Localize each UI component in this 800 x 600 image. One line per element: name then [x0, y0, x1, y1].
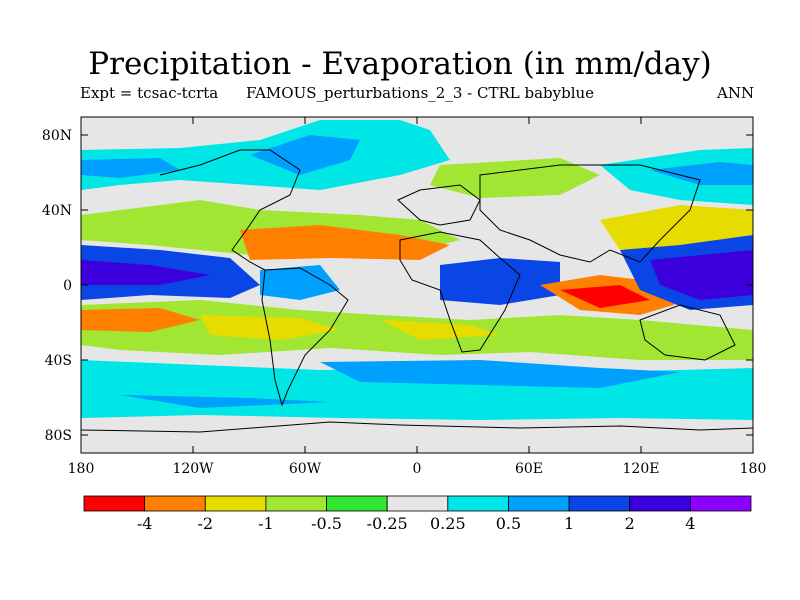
arctic-blue: [250, 135, 360, 175]
antarctica-coast: [81, 421, 753, 433]
lat-label: 40S: [45, 353, 72, 369]
colorbar-swatch: [326, 495, 388, 512]
colorbar-label: 2: [625, 514, 635, 533]
colorbar-swatch: [265, 495, 327, 512]
colorbar-label: 0.25: [430, 514, 466, 533]
colorbar-swatch: [144, 495, 206, 512]
lon-label: 180: [740, 461, 767, 477]
se-pacific-orange: [81, 308, 200, 332]
eurasia-green: [430, 158, 600, 198]
colorbar-label: 0.5: [496, 514, 521, 533]
africa-coast: [399, 231, 521, 353]
colorbar-swatch: [508, 495, 570, 512]
lat-label: 80N: [42, 128, 72, 144]
lat-label: 0: [63, 278, 72, 294]
colorbar-swatch: [204, 495, 267, 512]
lon-label: 120E: [623, 461, 660, 477]
europe-coast: [397, 184, 481, 226]
colorbar-label: -2: [197, 514, 213, 533]
colorbar-swatch: [629, 495, 691, 512]
lon-label: 120W: [172, 461, 214, 477]
eq-pacific-purple: [81, 260, 210, 285]
nwpac-blue: [650, 162, 753, 185]
colorbar-label: -0.25: [367, 514, 408, 533]
colorbar-swatch: [568, 495, 631, 512]
nw-pacific-yellow: [600, 205, 753, 250]
n-atlantic-orange: [240, 225, 450, 260]
south-america-coast: [261, 267, 349, 407]
colorbar: -4 -2 -1 -0.5 -0.25 0.25 0.5 1 2 4: [83, 495, 752, 533]
southern-ocean-blue-2: [120, 395, 330, 408]
colorbar-swatch: [386, 495, 449, 512]
season-label: ANN: [717, 84, 755, 102]
africa-blue: [440, 258, 560, 305]
experiment-label: Expt = tcsac-tcrta: [80, 84, 219, 102]
plot-title: Precipitation - Evaporation (in mm/day): [88, 46, 712, 82]
colorbar-label: -4: [137, 514, 153, 533]
lat-label: 40N: [42, 203, 72, 219]
longitude-axis: 180 120W 60W 0 60E 120E 180: [68, 117, 767, 477]
colorbar-swatch: [83, 495, 146, 512]
north-america-coast: [159, 149, 301, 271]
indian-ocean-red: [560, 285, 650, 308]
comparison-label: FAMOUS_perturbations_2_3 - CTRL babyblue: [246, 84, 595, 102]
colorbar-label: 4: [685, 514, 695, 533]
australia-coast: [639, 304, 736, 361]
west-pacific-purple: [650, 250, 753, 300]
amazon-blue: [260, 265, 340, 300]
south-pacific-yellow: [200, 315, 340, 340]
lon-label: 180: [68, 461, 95, 477]
colorbar-label: 1: [564, 514, 574, 533]
colorbar-swatch: [447, 495, 509, 512]
colorbar-label: -1: [258, 514, 274, 533]
latitude-axis: 80N 40N 0 40S 80S: [42, 128, 753, 444]
field-layer: [81, 117, 753, 453]
colorbar-swatch: [689, 495, 752, 512]
northpac-blue: [81, 158, 180, 178]
southern-ocean-blue: [320, 360, 680, 388]
lon-label: 60E: [515, 461, 543, 477]
coastlines: [81, 149, 753, 433]
colorbar-label: -0.5: [311, 514, 342, 533]
asia-coast: [479, 164, 701, 263]
lon-label: 0: [413, 461, 422, 477]
south-atlantic-yellow: [380, 320, 500, 340]
lon-label: 60W: [289, 461, 322, 477]
lat-label: 80S: [45, 428, 72, 444]
